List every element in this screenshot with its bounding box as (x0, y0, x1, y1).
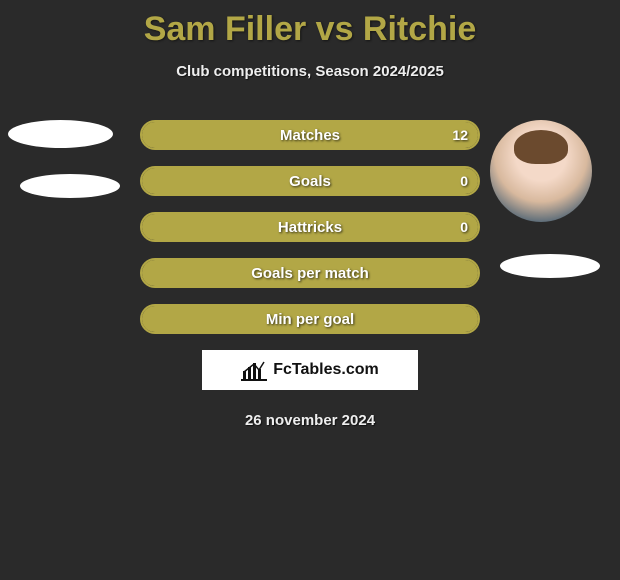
stat-label-goals: Goals (142, 168, 478, 194)
stat-bar-matches: Matches 12 (140, 120, 480, 150)
player-left-shadow-2 (20, 174, 120, 198)
comparison-title: Sam Filler vs Ritchie (0, 0, 620, 49)
stat-value-hattricks: 0 (460, 219, 468, 235)
fctables-logo-text: FcTables.com (273, 361, 379, 379)
comparison-date: 26 november 2024 (0, 412, 620, 429)
stat-bar-goals: Goals 0 (140, 166, 480, 196)
comparison-subtitle: Club competitions, Season 2024/2025 (0, 63, 620, 80)
stat-label-matches: Matches (142, 122, 478, 148)
stat-label-hattricks: Hattricks (142, 214, 478, 240)
stat-label-goals-per-match: Goals per match (142, 260, 478, 286)
stat-value-matches: 12 (452, 127, 468, 143)
stat-bar-min-per-goal: Min per goal (140, 304, 480, 334)
player-right-photo (490, 120, 592, 222)
stat-label-min-per-goal: Min per goal (142, 306, 478, 332)
stat-bar-goals-per-match: Goals per match (140, 258, 480, 288)
player-left-shadow-1 (8, 120, 113, 148)
player-right-shadow-1 (500, 254, 600, 278)
chart-icon (241, 359, 267, 381)
fctables-logo[interactable]: FcTables.com (202, 350, 418, 390)
stat-value-goals: 0 (460, 173, 468, 189)
stat-bar-hattricks: Hattricks 0 (140, 212, 480, 242)
stats-container: Matches 12 Goals 0 Hattricks 0 Goals per… (0, 120, 620, 429)
